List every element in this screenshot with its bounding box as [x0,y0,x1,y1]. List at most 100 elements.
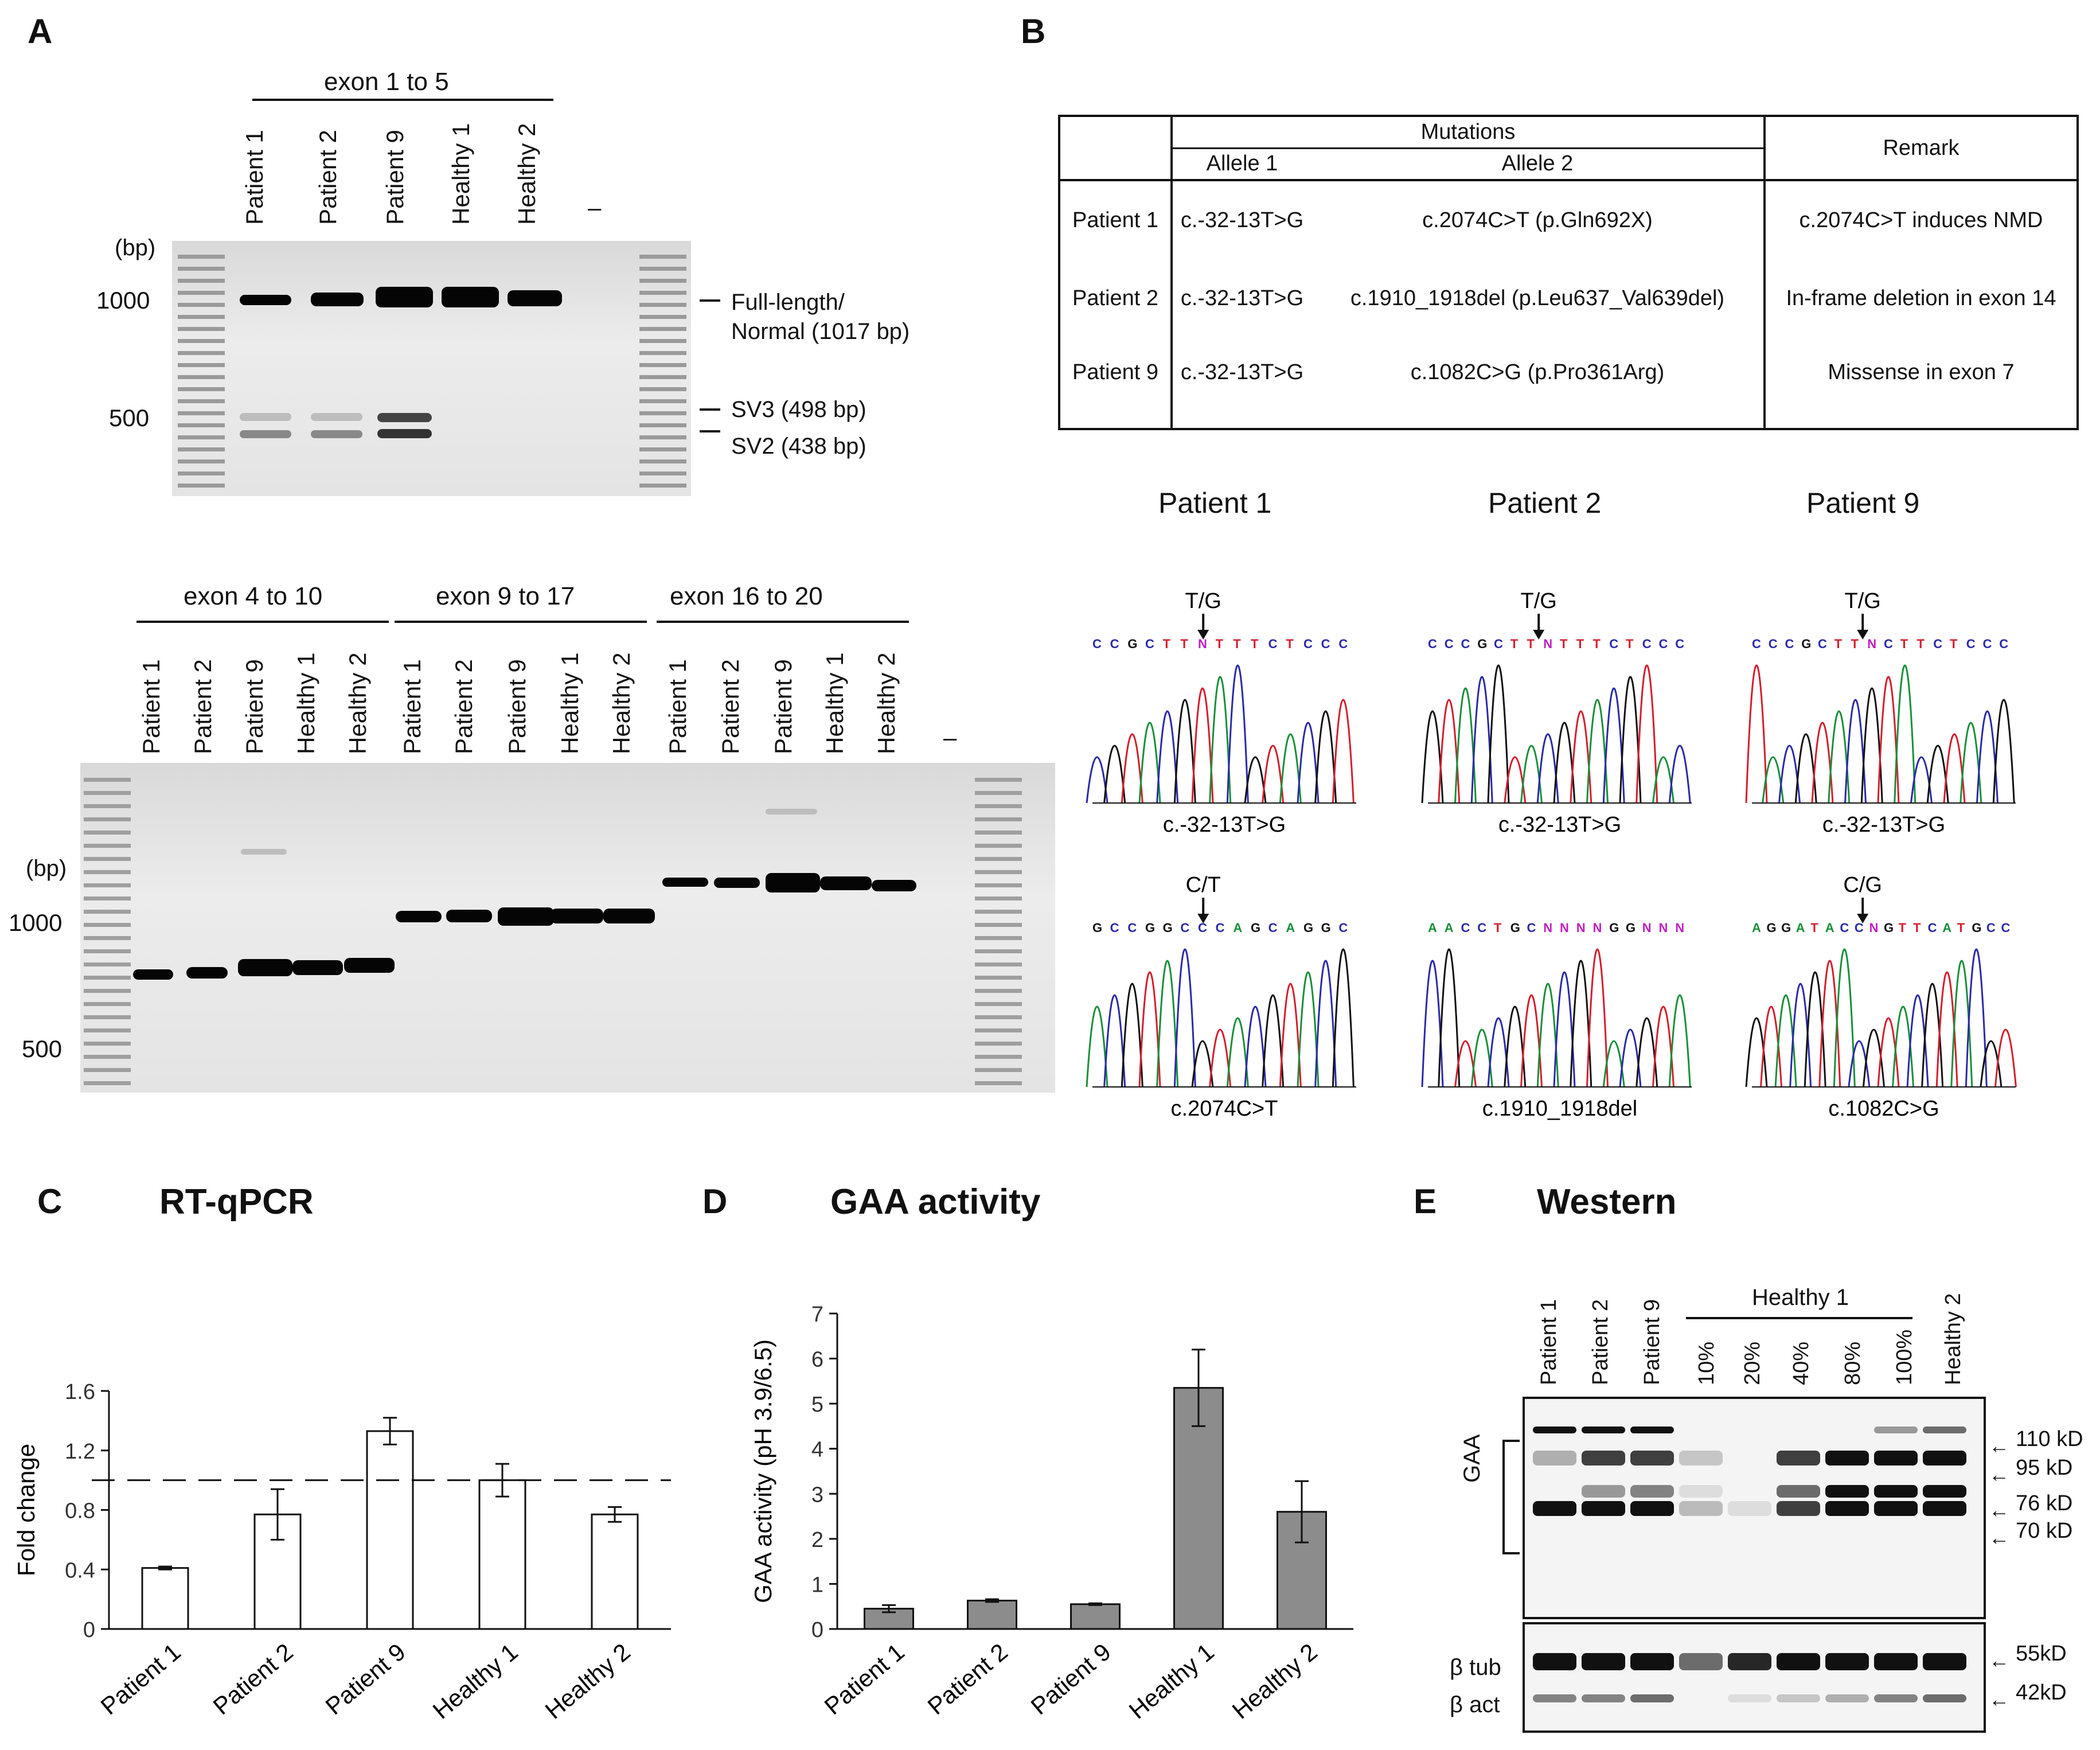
gel-top-ladder-left [178,247,225,493]
chromatogram-peak [1860,687,1883,804]
western-band [1630,1653,1674,1670]
chromatogram-peak [1892,1005,1915,1088]
table-cell: Patient 9 [1058,337,1173,430]
gel-bottom-ladder-right [975,769,1022,1090]
annotation-tick [700,408,720,411]
chromatogram-peak [1570,710,1592,804]
chromatogram-base: G [1127,637,1137,651]
chromatogram-base: C [1986,921,1996,935]
western-size-label: 55kD [2016,1642,2067,1666]
y-tick-label: 0 [83,1618,95,1642]
chromatogram-peak [1438,699,1461,804]
western-band [1923,1451,1966,1466]
arrow-icon: ← [1989,1526,2009,1549]
gel-bottom-lane-label: – [943,724,957,751]
chromatogram-base: A [1445,921,1454,935]
table-row: Patient 2 c.-32-13T>G c.1910_1918del (p.… [1058,260,2079,337]
chart-d-title: GAA activity [830,1182,1041,1222]
panel-label-b: B [1021,12,1046,50]
western-size-label: 70 kD [2016,1519,2073,1543]
chromatogram: A A C C T G C N N N N G G N N Nc.1910_1918del [1421,921,1692,1121]
chromatogram-base: C [1110,921,1119,935]
gel-bottom-bp-label: (bp) [26,856,67,881]
chromatogram-peak [1244,756,1267,804]
gel-top-1000-label: 1000 [96,287,150,314]
gel-band [240,413,291,421]
y-tick-label: 5 [811,1393,823,1417]
western-band [1533,1694,1576,1702]
chromatogram-base: N [1198,637,1207,651]
panel-label-c: C [37,1182,63,1221]
western-band [1533,1426,1576,1433]
gel-band [508,290,562,306]
chromatogram-peak [1570,960,1592,1088]
western-band [1923,1501,1966,1516]
gel-bottom-group-label: exon 9 to 17 [436,582,575,610]
gel-band [377,429,432,438]
chromatogram-base: G [1609,921,1619,935]
annotation-normal: Normal (1017 bp) [731,319,910,344]
chromatogram-peak [1156,960,1179,1088]
x-tick-label: Patient 1 [819,1638,910,1720]
western-band [1630,1501,1674,1516]
chromatogram-base: C [1840,921,1849,935]
table-header-remark: Remark [1763,115,2079,181]
chromatogram-peak [1103,994,1126,1088]
chromatogram-peak [1226,1017,1249,1088]
western-band [1777,1694,1820,1702]
y-tick-label: 1 [811,1573,823,1597]
x-tick-label: Healthy 2 [1227,1638,1322,1724]
chromatogram-base: C [1928,921,1937,935]
western-band [1825,1501,1869,1516]
gaa-bracket [1502,1552,1520,1554]
chromatogram-peak [1848,1040,1871,1088]
chromatogram-base: C [1338,637,1348,651]
gel-band [311,413,362,421]
bar [478,1479,526,1630]
table-corner [1058,115,1173,181]
chromatogram-base: A [1752,921,1761,935]
table-header-allele1: Allele 1 [1172,148,1311,181]
western-group-label: Healthy 1 [1752,1285,1849,1310]
chromatogram-peak [1976,710,1998,804]
chromatogram-base: N [1675,921,1684,935]
western-lane-label: Patient 9 [1640,1299,1664,1385]
chromatogram-base: C [1198,921,1207,935]
chromatogram-base: A [1286,921,1295,935]
gel-band [311,430,362,438]
chromatogram-base: T [1810,921,1818,935]
chromatogram-peak [1297,971,1320,1088]
annotation-tick [700,299,720,302]
chromatogram-base: C [1461,921,1470,935]
chromatogram-peak [1828,710,1851,804]
chromatogram-base: G [1321,921,1331,935]
gaa-bracket [1502,1440,1505,1554]
gel-band [396,911,442,922]
panel-label-e: E [1414,1182,1437,1221]
chromatogram-peak [1314,710,1337,804]
chromatogram-mark: T/G [1845,589,1881,613]
chromatogram-base: T [1900,637,1908,651]
chromatogram-mark: T/G [1521,589,1557,613]
western-band [1777,1451,1820,1466]
chromatogram-base: T [1834,637,1843,651]
chromatogram-base: C [1428,637,1437,651]
chromatogram-peak [1844,699,1867,804]
western-band [1923,1485,1966,1498]
chromatogram-peak [1454,687,1477,804]
x-tick-label: Patient 2 [208,1638,298,1720]
chromatogram-caption: c.-32-13T>G [1822,813,1945,837]
chromatogram-base: C [1338,921,1348,935]
chromatogram-base: C [1494,637,1503,651]
chromatogram-peak [1504,1005,1527,1088]
chromatogram-header: Patient 2 [1488,487,1602,519]
chromatogram-base: C [1303,637,1313,651]
chromatogram-peak [1314,960,1337,1088]
chromatogram-base: C [1818,637,1827,651]
chromatogram-base: N [1659,921,1668,935]
chromatogram-base: T [1913,921,1921,935]
annotation-sv2: SV2 (438 bp) [731,434,866,459]
bar [591,1513,639,1630]
western-band [1679,1501,1723,1516]
